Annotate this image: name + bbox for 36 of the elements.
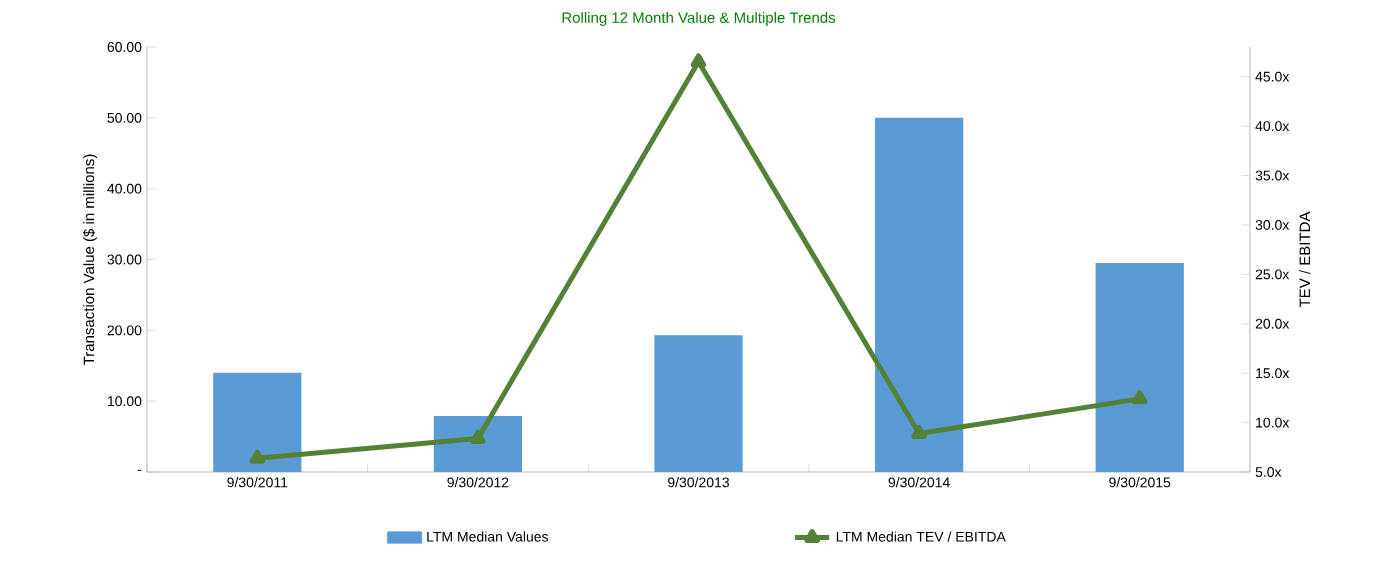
y-axis-title: Transaction Value ($ in millions): [82, 154, 98, 366]
bar: [654, 335, 743, 472]
legend-label: LTM Median TEV / EBITDA: [836, 531, 1006, 542]
y-tick-label: 50.00: [107, 112, 142, 123]
y-tick-label: 30.00: [107, 254, 142, 265]
x-tick-label: 9/30/2011: [227, 477, 288, 488]
legend-label: LTM Median Values: [427, 531, 549, 542]
bar: [213, 372, 302, 472]
y-tick-label: -: [137, 469, 142, 471]
y2-axis-title: TEV / EBITDA: [1299, 211, 1311, 308]
bar: [433, 416, 523, 472]
y-tick-label: 60.00: [107, 42, 142, 52]
y2-tick-label: 40.0x: [1255, 121, 1290, 132]
point: [690, 53, 707, 68]
bar: [874, 117, 964, 472]
y2-tick-label: 20.0x: [1255, 318, 1290, 329]
point: [1132, 390, 1148, 405]
y2-tick-label: 35.0x: [1255, 170, 1290, 181]
y2-tick-label: 25.0x: [1255, 269, 1290, 280]
x-tick-label: 9/30/2014: [888, 477, 950, 488]
x-tick-label: 9/30/2013: [668, 477, 730, 488]
x-tick-label: 9/30/2012: [447, 477, 509, 488]
y2-tick-label: 5.0x: [1255, 467, 1282, 477]
point: [470, 429, 486, 444]
y2-tick-label: 10.0x: [1256, 417, 1290, 428]
y2-tick-label: 45.0x: [1255, 71, 1290, 82]
chart-title: Rolling 12 Month Value & Multiple Trends: [562, 11, 836, 26]
y-tick-label: 10.00: [107, 396, 142, 407]
y-tick-label: 20.00: [107, 325, 142, 336]
bar: [1095, 263, 1184, 472]
x-tick-label: 9/30/2015: [1109, 477, 1171, 488]
y-tick-label: 40.00: [107, 183, 142, 194]
y2-tick-label: 15.0x: [1256, 368, 1290, 379]
y2-tick-label: 30.0x: [1255, 219, 1290, 230]
point: [249, 449, 266, 464]
point: [911, 424, 927, 439]
